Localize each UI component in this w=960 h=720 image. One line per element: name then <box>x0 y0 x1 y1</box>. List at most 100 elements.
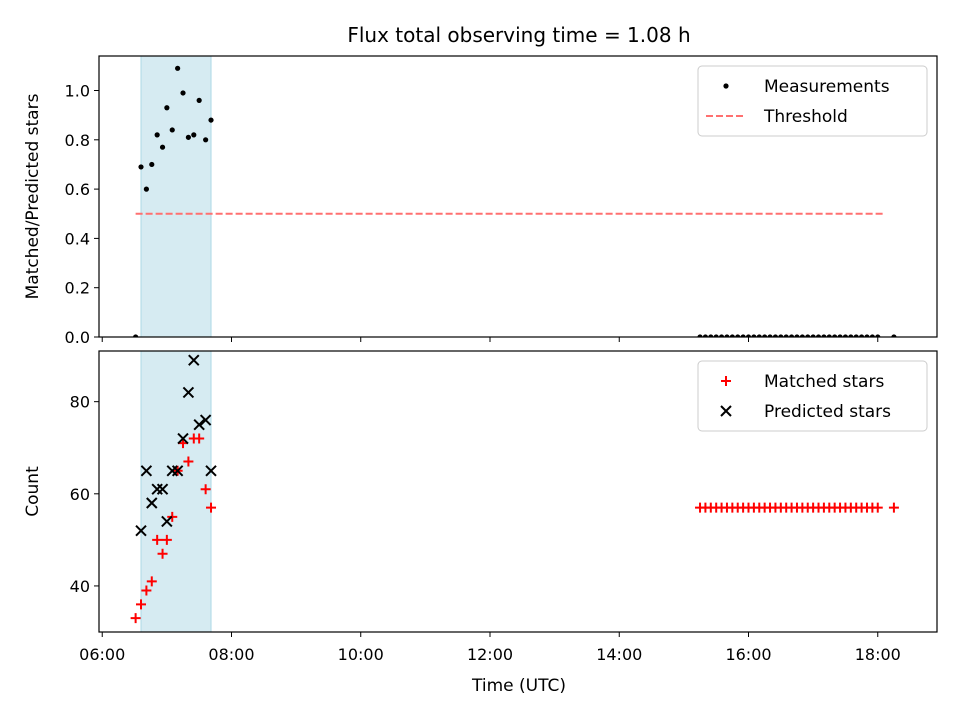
measurements-point <box>783 334 789 337</box>
measurements-point <box>191 132 197 138</box>
measurements-point <box>159 144 166 150</box>
y-tick-label: 0.0 <box>65 328 90 347</box>
measurements-point <box>713 334 719 337</box>
top-panel-matched-ratio: 0.0 0.2 0.4 0.6 0.8 1.0 Matched/Predicted star… <box>23 55 938 347</box>
axes-frame <box>98 350 938 633</box>
measurements-point <box>826 334 832 337</box>
predicted-stars-point <box>193 418 205 431</box>
matched-stars-point <box>161 534 172 545</box>
measurements-point <box>821 334 827 337</box>
matched-stars-point <box>194 433 205 444</box>
y-tick-label: 60 <box>70 485 90 504</box>
legend: Matched stars Predicted stars <box>697 360 928 432</box>
threshold-legend-label: Threshold <box>763 107 848 127</box>
x-tick-label: 18:00 <box>855 645 901 664</box>
matched-stars-point <box>206 502 217 513</box>
measurements-point <box>745 334 752 337</box>
y-tick-label: 0.6 <box>65 180 90 199</box>
measurements-point <box>810 334 816 337</box>
x-tick-label: 16:00 <box>725 645 771 664</box>
measurements-point <box>794 334 800 337</box>
predicted-stars-point <box>188 354 200 366</box>
measurements-point <box>718 334 725 337</box>
measurements-point <box>740 334 746 337</box>
matched-stars-point <box>141 585 152 596</box>
measurements-point <box>175 65 181 71</box>
axes-frame <box>98 55 938 338</box>
x-tick-label: 12:00 <box>467 645 513 664</box>
measurements-point <box>762 334 768 337</box>
measurements-point <box>697 334 703 337</box>
x-tick-label: 10:00 <box>338 645 384 664</box>
plot-area <box>133 65 897 337</box>
matched-stars-point <box>888 502 899 513</box>
y-tick-label: 1.0 <box>65 82 90 101</box>
measurements-point <box>805 334 811 337</box>
measurements-point <box>702 334 709 337</box>
measurements-point <box>842 334 849 337</box>
measurements-point <box>708 334 714 337</box>
y-axis-label: Count <box>23 466 43 517</box>
y-tick-label: 0.8 <box>65 131 90 150</box>
predicted-stars-legend-swatch <box>720 405 732 417</box>
predicted-stars-point <box>156 483 169 495</box>
measurements-point <box>848 334 854 337</box>
predicted-stars-point <box>182 386 195 399</box>
predicted-stars-point <box>177 432 189 445</box>
matched-stars-point <box>157 548 168 559</box>
predicted-stars-point <box>205 465 217 477</box>
measurements-point <box>196 97 202 103</box>
observing-window-span <box>140 350 212 633</box>
measurements-point <box>891 334 897 337</box>
legend: Measurements Threshold <box>697 65 928 137</box>
matched-stars-legend-swatch <box>721 376 731 386</box>
x-tick-label: 06:00 <box>79 645 125 664</box>
measurements-point <box>185 134 192 140</box>
legend-box <box>697 360 928 432</box>
measurements-point <box>729 334 735 337</box>
measurements-point <box>143 186 149 192</box>
matched-stars-point <box>130 613 141 624</box>
measurements-point <box>875 334 881 337</box>
matched-stars-point <box>152 534 163 545</box>
x-tick-label: 08:00 <box>208 645 254 664</box>
measurements-point <box>853 334 859 337</box>
matched-stars-point <box>183 456 194 467</box>
plot-area <box>130 354 899 624</box>
measurements-point <box>788 334 795 337</box>
predicted-stars-point <box>135 524 147 537</box>
predicted-stars-legend-label: Predicted stars <box>764 402 891 422</box>
y-tick-label: 80 <box>70 393 90 412</box>
measurements-point <box>169 127 175 133</box>
measurements-point <box>203 137 209 143</box>
y-tick-label: 0.4 <box>65 229 90 248</box>
y-axis-label: Matched/Predicted stars <box>23 93 43 299</box>
x-tick-label: 14:00 <box>596 645 642 664</box>
measurements-point <box>859 334 865 337</box>
measurements-point <box>154 132 160 138</box>
x-axis-label: Time (UTC) <box>471 676 566 696</box>
y-tick-label: 40 <box>70 577 90 596</box>
measurements-point <box>832 334 838 337</box>
predicted-stars-point <box>161 515 173 528</box>
predicted-stars-point <box>140 465 153 477</box>
measurements-point <box>772 334 779 337</box>
measurements-point <box>133 334 139 337</box>
measurements-point <box>815 334 822 337</box>
matched-stars-legend-label: Matched stars <box>764 372 884 392</box>
measurements-legend-label: Measurements <box>764 77 890 97</box>
measurements-point <box>767 334 773 337</box>
matched-stars-point <box>136 599 147 610</box>
measurements-point <box>864 334 870 337</box>
measurements-point <box>735 334 741 337</box>
matched-stars-point <box>146 576 157 587</box>
measurements-point <box>751 334 757 337</box>
measurements-point <box>778 334 784 337</box>
y-tick-label: 0.2 <box>65 279 90 298</box>
matched-stars-point <box>200 484 211 495</box>
measurements-point <box>837 334 843 337</box>
bottom-panel-counts: 40 60 80 06:00 08:00 10:00 12:00 14:00 16:00 18:0… <box>23 350 938 664</box>
measurements-point <box>869 334 875 337</box>
predicted-stars-point <box>146 497 158 509</box>
